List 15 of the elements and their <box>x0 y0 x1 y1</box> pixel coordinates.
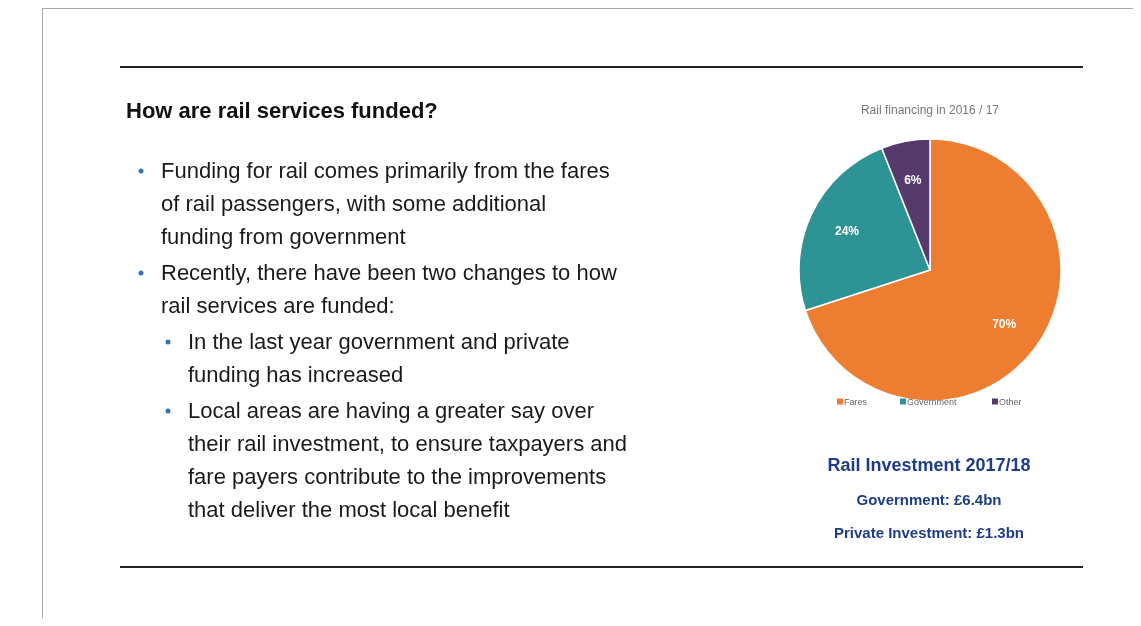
text: Local areas are having a greater say over their rail investment, to ensure taxpayers and fare payers contribute to the improvements that deliver the most local benefit <box>188 398 628 522</box>
data-label: 24% <box>835 223 860 238</box>
data-label: 70% <box>992 316 1017 331</box>
text: Funding for rail comes primarily from the fares of rail passengers, with some additional funding from government <box>161 158 610 249</box>
text: Recently, there have been two changes to how rail services are funded: <box>161 260 617 318</box>
text: Government: £6.4bn <box>856 491 1002 508</box>
text: In the last year government and private funding has increased <box>188 329 570 387</box>
text: Rail Investment 2017/18 <box>827 455 1031 475</box>
text: How are rail services funded? <box>126 98 438 123</box>
legend-label: Fares <box>844 397 868 407</box>
legend-label: Other <box>999 397 1022 407</box>
chart-title: Rail financing in 2016 / 17 <box>860 103 1000 117</box>
data-label: 6% <box>904 172 922 187</box>
legend-label: Government <box>907 397 958 407</box>
text: Private Investment: £1.3bn <box>833 524 1025 541</box>
